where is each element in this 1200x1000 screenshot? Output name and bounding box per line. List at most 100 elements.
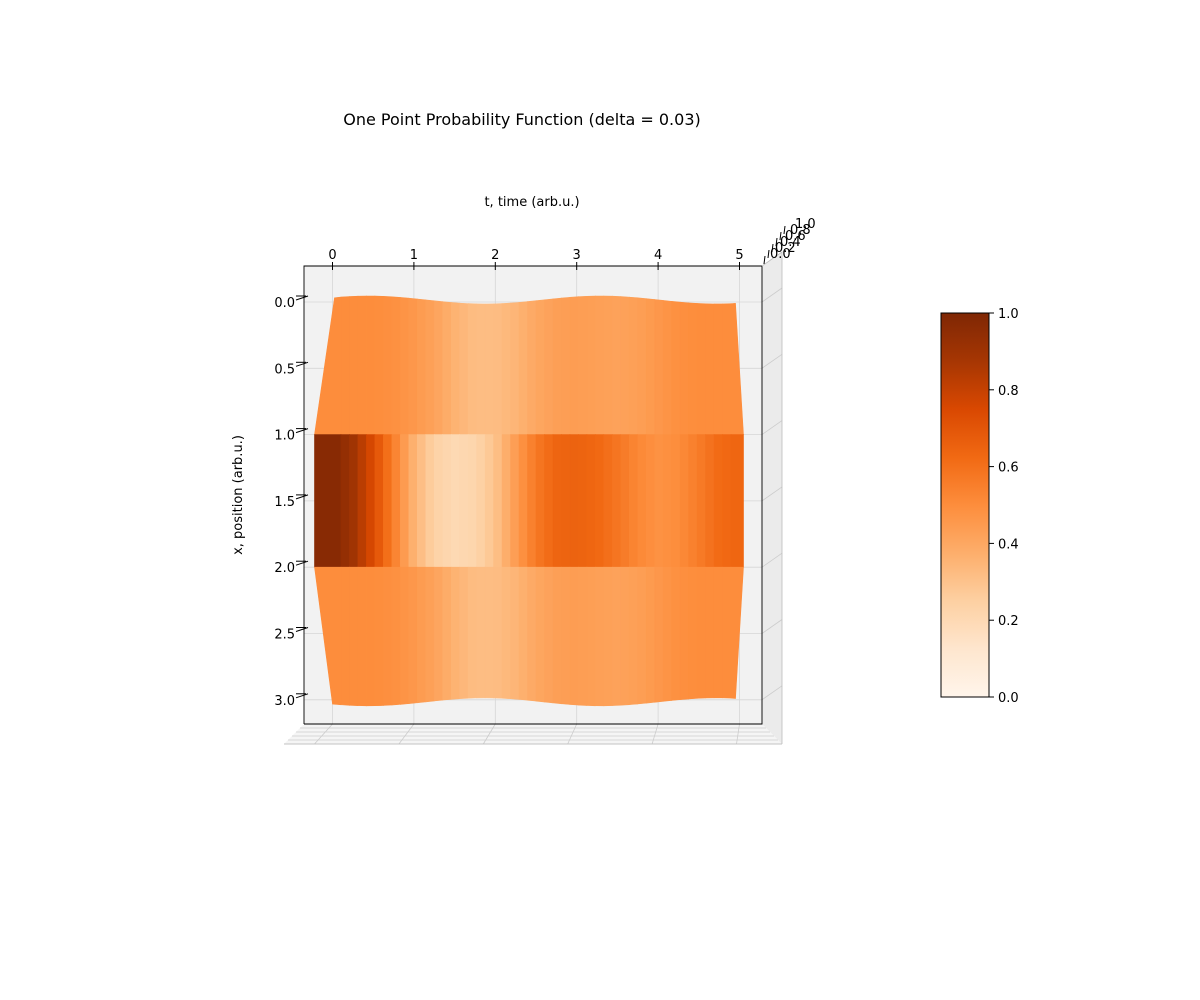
surface-patch-top [450, 302, 460, 435]
surface-patch-top [391, 296, 401, 435]
surface-patch-top [510, 302, 520, 435]
surface-patch-middle [662, 434, 672, 568]
surface-patch-bottom [459, 566, 469, 699]
surface-patch-middle [603, 434, 613, 568]
y-side-grid-line [761, 420, 783, 435]
x-tick-label: 2 [491, 248, 499, 263]
y-axis-label: x, position (arb.u.) [231, 435, 246, 555]
pane-side-border [761, 251, 783, 744]
surface-patch-top [628, 296, 639, 435]
surface-patch-middle [484, 434, 494, 568]
surface-patch-bottom [662, 566, 672, 702]
y-side-grid-line [761, 552, 783, 568]
y-tick-label: 0.0 [274, 296, 295, 311]
y-tick [295, 693, 309, 699]
surface-patch-top [357, 295, 367, 435]
y-side-grid-line [761, 287, 783, 303]
surface-patch-bottom [730, 566, 744, 699]
surface-patch-middle [527, 434, 537, 568]
surface-patch-middle [628, 434, 639, 568]
surface-patch-bottom [383, 566, 393, 706]
surface-patch-middle [314, 434, 342, 568]
x-floor-grid-line [314, 723, 333, 745]
surface-patch-top [722, 303, 732, 435]
y-tick [295, 361, 309, 367]
surface-patch-top [552, 297, 562, 435]
surface-patch-middle [340, 434, 350, 568]
x-floor-grid-line [398, 723, 415, 745]
colorbar-ticks: 0.0 0.2 0.4 0.6 0.8 1.0 [989, 307, 1019, 706]
surface-patch-bottom [357, 566, 367, 707]
surface-patch-bottom [366, 566, 376, 707]
colorbar-tick-label: 0.4 [998, 537, 1019, 552]
surface-patch-top [688, 302, 698, 435]
y-side-grid-line [761, 486, 783, 502]
surface-patch-bottom [476, 566, 486, 699]
surface-patch-bottom [442, 566, 452, 701]
surface-patch-top [662, 300, 672, 435]
surface-patch-middle [467, 434, 477, 568]
surface-patch-top [671, 301, 681, 435]
x-axis-ticks: 0 1 2 3 4 5 [328, 248, 744, 270]
surface-patch-middle [408, 434, 418, 568]
colorbar-body [940, 312, 990, 698]
surface-patch-middle [696, 434, 706, 568]
y-tick [295, 560, 309, 566]
surface-patch-top [586, 295, 596, 435]
surface-patch-top [366, 295, 376, 435]
surface-patch-bottom [671, 566, 681, 701]
surface-patch-bottom [518, 566, 528, 701]
surface-patch-top [535, 299, 545, 435]
surface-patch-bottom [569, 566, 579, 706]
surface-patch-middle [654, 434, 664, 568]
surface-patch-bottom [535, 566, 545, 703]
z-tick [779, 231, 782, 241]
x-tick-label: 4 [654, 248, 662, 263]
surface-patch-top [400, 297, 410, 435]
surface-patch-top [603, 295, 613, 435]
surface-patch-top [569, 296, 579, 435]
x-tick-label: 5 [735, 248, 743, 263]
z-tick-label: 0.4 [780, 235, 801, 250]
surface-patch-top [637, 297, 647, 435]
z-tick [771, 243, 774, 253]
surface-patch-bottom [544, 566, 554, 704]
surface-patch-top [645, 298, 656, 435]
z-tick [783, 225, 786, 235]
surface-patch-bottom [349, 566, 359, 706]
surface-patch-bottom [340, 566, 350, 706]
surface-patch-bottom [408, 566, 418, 704]
surface-patch-top [484, 303, 494, 435]
surface-patch-bottom [628, 566, 639, 706]
surface-patch-top [705, 303, 715, 435]
surface-patch-middle [349, 434, 359, 568]
surface-patch-middle [442, 434, 452, 568]
x-tick-label: 0 [328, 248, 336, 263]
surface-patch-top [349, 295, 359, 435]
y-tick-label: 3.0 [274, 694, 295, 709]
surface-patch-middle [450, 434, 460, 568]
surface-patch-middle [569, 434, 579, 568]
surface-patch-middle [391, 434, 401, 568]
chart-title: One Point Probability Function (delta = … [343, 110, 701, 129]
surface-patch-bottom [450, 566, 460, 700]
surface-patch-bottom [400, 566, 410, 705]
y-side-grid-line [761, 685, 783, 701]
colorbar-tick-label: 0.8 [998, 384, 1019, 399]
surface-patch-middle [552, 434, 562, 568]
surface-patch-bottom [552, 566, 562, 705]
surface-patch-middle [679, 434, 689, 568]
x-floor-grid-line [482, 723, 496, 745]
y-tick-label: 1.5 [274, 495, 295, 510]
colorbar-tick-label: 0.2 [998, 614, 1019, 629]
surface-patch-bottom [645, 566, 656, 704]
surface-patch-bottom [391, 566, 401, 706]
y-tick-label: 0.5 [274, 362, 295, 377]
surface-patch-bottom [620, 566, 630, 706]
surface-patch-bottom [501, 566, 511, 700]
x-tick-label: 3 [573, 248, 581, 263]
pane-edges [284, 251, 783, 745]
surface-patch-bottom [467, 566, 477, 699]
surface [314, 295, 744, 707]
surface-patch-middle [433, 434, 444, 568]
